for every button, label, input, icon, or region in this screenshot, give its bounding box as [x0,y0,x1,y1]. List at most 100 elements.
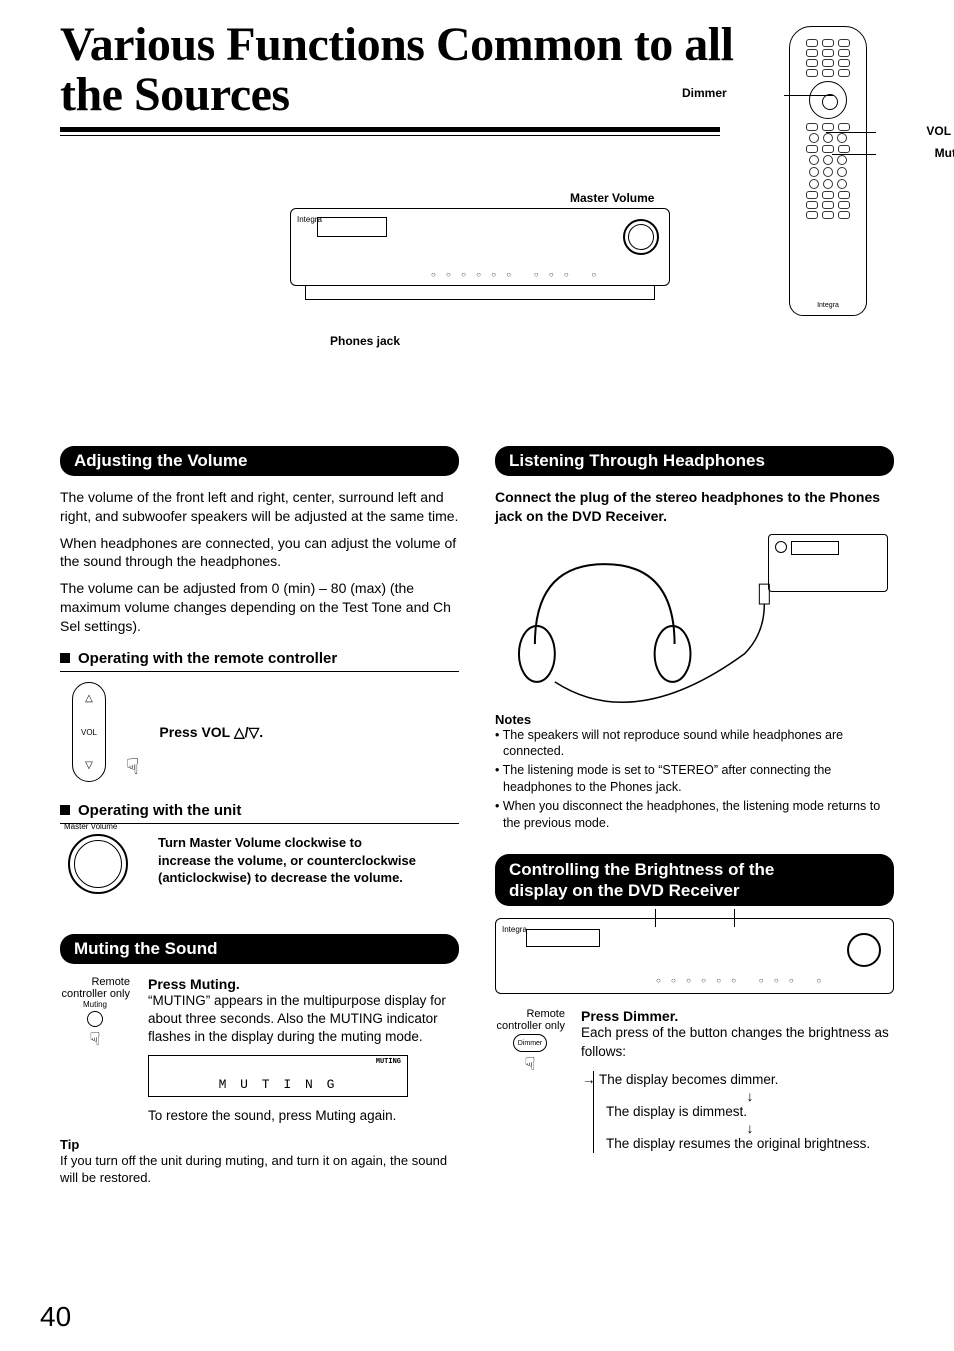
master-knob-instruction: Turn Master Volume clockwise to increase… [158,834,418,887]
page-title-line2: the Sources [60,68,290,121]
receiver-brightness-figure: Integra ○ ○ ○ ○ ○ ○ ○ ○ ○ ○ [495,918,894,994]
headphones-instruction: Connect the plug of the stereo headphone… [495,488,894,526]
hand-press-icon: ☟ [495,1054,565,1075]
subhead-unit-rule [60,823,459,824]
dimmer-side: Remote controller only Dimmer ☟ [495,1008,565,1075]
muting-circle-icon [87,1011,103,1027]
arrow-down-icon: ↓ [606,1089,894,1103]
receiver-button-row: ○ ○ ○ ○ ○ ○ ○ ○ ○ ○ [431,270,600,279]
page-number: 40 [40,1301,71,1333]
display-muting-text: M U T I N G [219,1077,338,1092]
vol-rocker: △ VOL ▽ [72,682,106,782]
heading-muting: Muting the Sound [60,934,459,964]
heading-brightness: Controlling the Brightness of the displa… [495,854,894,907]
vol-rocker-label: VOL [81,728,97,737]
note-item: The speakers will not reproduce sound wh… [495,727,894,761]
dimmer-desc: Each press of the button changes the bri… [581,1024,894,1060]
master-volume-knob: Master Volume [68,834,128,894]
adj-vol-p2: When headphones are connected, you can a… [60,534,459,572]
receiver-display [526,929,600,947]
receiver-button-row: ○ ○ ○ ○ ○ ○ ○ ○ ○ ○ [656,976,825,985]
leader-line [734,909,735,927]
triangle-down-icon: ▽ [85,760,93,771]
tip-heading: Tip [60,1137,459,1152]
remote-brand: Integra [790,302,866,309]
muting-row: Remote controller only Muting ☟ Press Mu… [60,976,459,1125]
remote-nav-pad [809,81,847,119]
headphone-figure [495,534,894,704]
subhead-unit: Operating with the unit [60,802,459,819]
muting-button-icon: Muting ☟ [60,1000,130,1050]
master-volume-knob-label: Master Volume [64,822,117,831]
note-item: The listening mode is set to “STEREO” af… [495,762,894,796]
remote-only-label: Remote controller only [60,976,130,1000]
hand-press-icon: ☟ [60,1029,130,1050]
receiver-volume-knob [847,933,881,967]
receiver-figure: Master Volume Integra ○ ○ ○ ○ ○ ○ ○ ○ ○ … [290,196,680,300]
remote-body: Integra [789,26,867,316]
receiver-brand: Integra [502,925,527,934]
top-figure-area: Master Volume Integra ○ ○ ○ ○ ○ ○ ○ ○ ○ … [60,146,894,446]
heading-headphones: Listening Through Headphones [495,446,894,476]
heading-brightness-l1: Controlling the Brightness of the [509,860,774,879]
title-rule [60,127,720,136]
remote-label-muting: Muting [935,146,954,160]
muting-side: Remote controller only Muting ☟ [60,976,130,1050]
hand-press-icon: ☟ [126,754,139,780]
tip-body: If you turn off the unit during muting, … [60,1152,459,1187]
receiver-display [317,217,387,237]
leader-dimmer [784,95,834,96]
receiver-front-panel: Integra ○ ○ ○ ○ ○ ○ ○ ○ ○ ○ [290,208,670,286]
receiver-base [305,286,655,300]
dimmer-flow-1: The display becomes dimmer. [606,1071,894,1089]
remote-label-dimmer: Dimmer [682,86,727,100]
display-muting-badge: MUTING [376,1058,401,1066]
dimmer-button-icon: Dimmer [513,1034,547,1052]
muting-btn-label: Muting [60,1000,130,1009]
triangle-up-icon: △ [85,693,93,704]
heading-adjusting-volume: Adjusting the Volume [60,446,459,476]
remote-label-vol: VOL △/▽ [926,124,954,138]
adj-vol-p3: The volume can be adjusted from 0 (min) … [60,579,459,636]
press-vol-text: Press VOL △/▽. [159,724,263,741]
subhead-remote-rule [60,671,459,672]
columns: Adjusting the Volume The volume of the f… [60,446,894,1187]
leader-vol [826,132,876,133]
muting-content: Press Muting. “MUTING” appears in the mu… [148,976,459,1125]
vol-rocker-figure: △ VOL ▽ ☟ Press VOL △/▽. [72,682,459,782]
dimmer-flow-3: The display resumes the original brightn… [606,1135,894,1153]
press-dimmer: Press Dimmer. [581,1008,894,1024]
dimmer-flow-2: The display is dimmest. [606,1103,894,1121]
right-column: Listening Through Headphones Connect the… [495,446,894,1187]
display-muting: MUTING M U T I N G [148,1055,408,1097]
notes-list: The speakers will not reproduce sound wh… [495,727,894,832]
left-column: Adjusting the Volume The volume of the f… [60,446,459,1187]
label-phones-jack: Phones jack [330,334,400,348]
small-receiver-display [791,541,839,555]
dimmer-content: Press Dimmer. Each press of the button c… [581,1008,894,1153]
leader-muting [832,154,876,155]
remote-only-label: Remote controller only [495,1008,565,1032]
press-muting: Press Muting. [148,976,459,992]
label-master-volume: Master Volume [570,191,654,205]
remote-figure: Dimmer VOL △/▽ Muting Integra [744,26,924,326]
dimmer-flow: The display becomes dimmer. ↓ The displa… [593,1071,894,1154]
arrow-down-icon: ↓ [606,1121,894,1135]
adj-vol-p1: The volume of the front left and right, … [60,488,459,526]
master-knob-figure: Master Volume Turn Master Volume clockwi… [60,834,459,894]
bullet-square-icon [60,805,70,815]
subhead-remote: Operating with the remote controller [60,650,459,667]
leader-line [655,909,656,927]
small-receiver [768,534,888,592]
muting-desc: “MUTING” appears in the multipurpose dis… [148,992,459,1047]
bullet-square-icon [60,653,70,663]
page-title-line1: Various Functions Common to all [60,18,733,71]
subhead-remote-text: Operating with the remote controller [78,650,337,667]
subhead-unit-text: Operating with the unit [78,802,241,819]
notes-heading: Notes [495,712,894,727]
heading-brightness-l2: display on the DVD Receiver [509,881,740,900]
dimmer-row: Remote controller only Dimmer ☟ Press Di… [495,1008,894,1153]
muting-restore: To restore the sound, press Muting again… [148,1107,459,1125]
note-item: When you disconnect the headphones, the … [495,798,894,832]
receiver-volume-knob [623,219,659,255]
